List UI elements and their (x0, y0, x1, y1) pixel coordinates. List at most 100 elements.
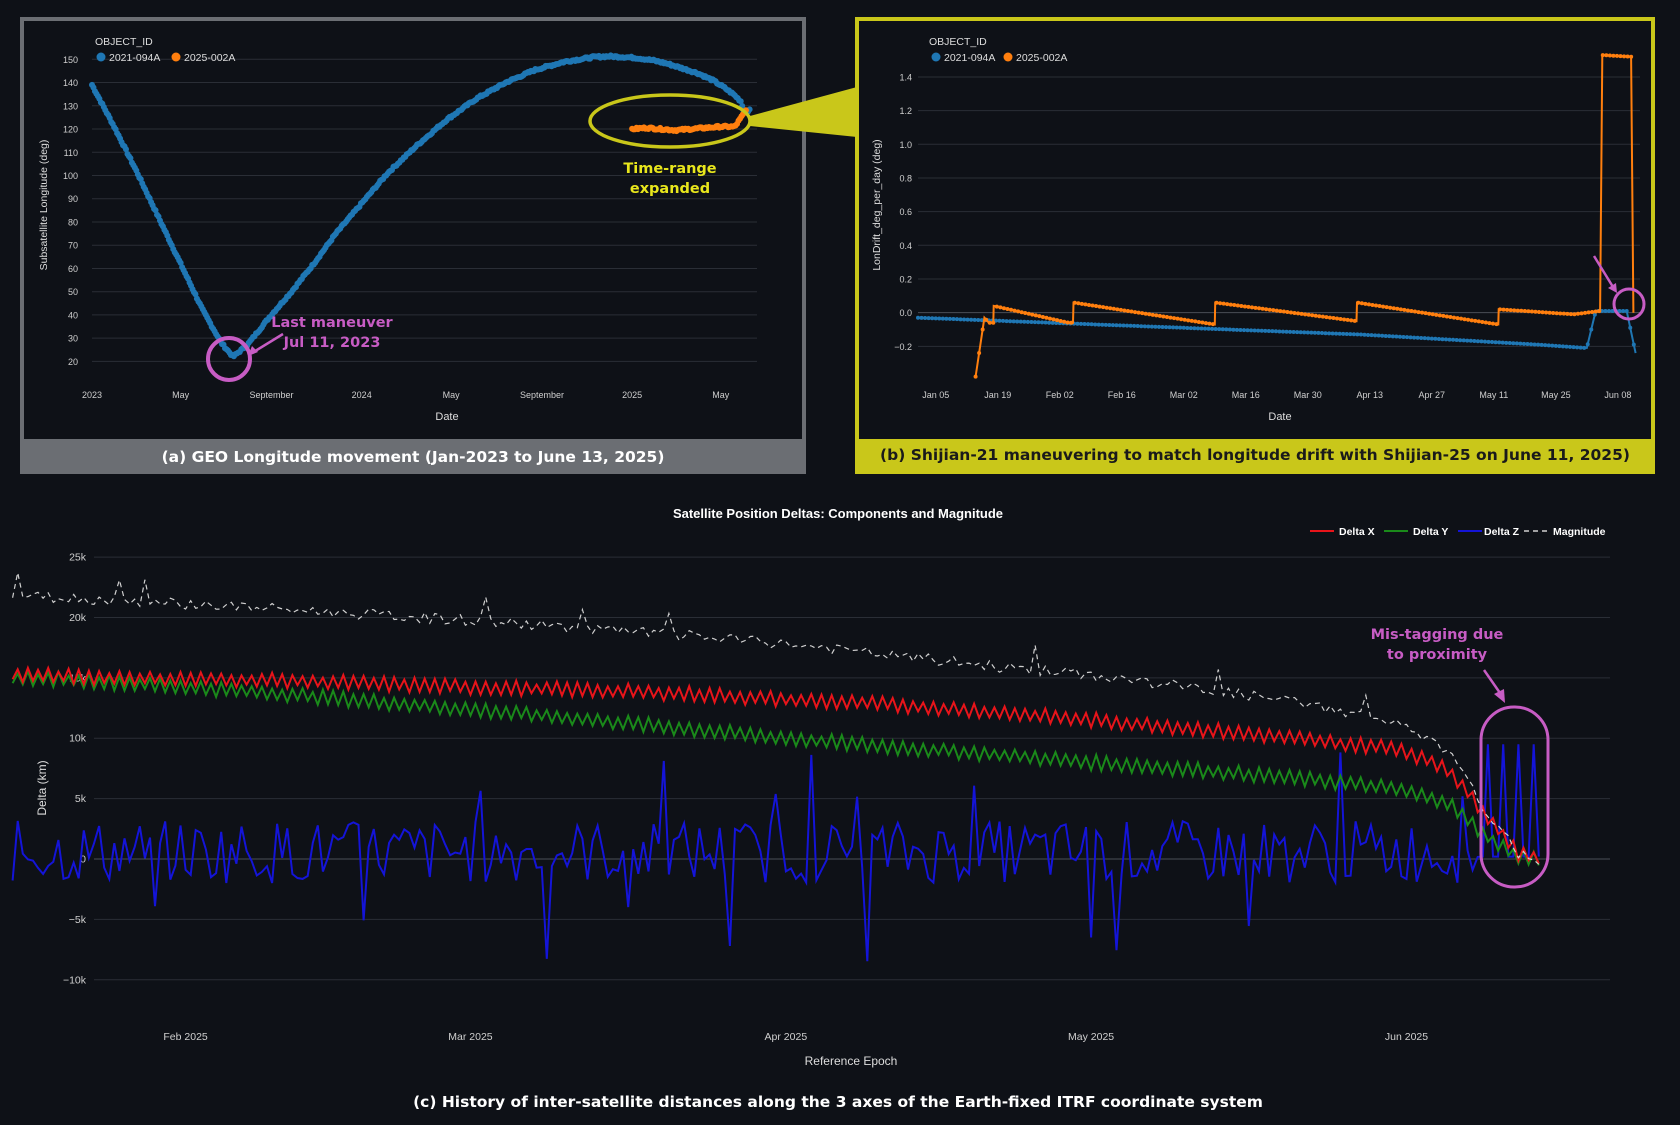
legend-label-x: Delta X (1339, 526, 1375, 538)
point-2025-002A (1384, 305, 1389, 310)
point-2025-002A (1157, 313, 1162, 318)
point-2025-002A (1242, 304, 1247, 309)
point-2025-002A (1335, 316, 1340, 321)
point-2021-094A (1366, 332, 1371, 337)
point-2025-002A (1377, 304, 1382, 309)
point-2025-002A (1324, 315, 1329, 320)
y-tick-label: 60 (68, 264, 78, 274)
point-2021-094A (1536, 342, 1541, 347)
point-2025-002A (991, 320, 996, 325)
point-2025-002A (1451, 315, 1456, 320)
point-2021-094A (1447, 337, 1452, 342)
point-2025-002A (1583, 310, 1588, 315)
point-2021-094A (1231, 327, 1236, 332)
point-2025-002A (1374, 303, 1379, 308)
point-2021-094A (1093, 322, 1098, 327)
y-tick-label: 100 (63, 171, 78, 181)
point-2021-094A (1433, 336, 1438, 341)
point-2025-002A (980, 327, 985, 332)
point-2025-002A (1306, 312, 1311, 317)
point-2021-094A (1273, 329, 1278, 334)
point-2025-002A (1448, 315, 1453, 320)
point-2025-002A (1586, 310, 1591, 315)
point-2025-002A (1274, 308, 1279, 313)
point-2021-094A (1178, 325, 1183, 330)
point-2021-094A (1553, 343, 1558, 348)
point-2021-094A (947, 316, 952, 321)
point-2021-094A (1128, 323, 1133, 328)
x-tick-label: September (520, 390, 564, 400)
point-2025-002A (1388, 305, 1393, 310)
point-2021-094A (930, 316, 935, 321)
point-2021-094A (1458, 338, 1463, 343)
point-2021-094A (1351, 332, 1356, 337)
point-2025-002A (1487, 321, 1492, 326)
panel-c: Satellite Position Deltas: Components an… (11, 506, 1610, 1111)
point-2021-094A (1511, 341, 1516, 346)
point-2021-094A (1461, 338, 1466, 343)
point-2021-094A (1288, 329, 1293, 334)
point-2025-002A (1179, 317, 1184, 322)
point-2025-002A (1405, 308, 1410, 313)
point-2021-094A (1415, 335, 1420, 340)
y-tick-label: 70 (68, 241, 78, 251)
point-2021-094A (1213, 327, 1218, 332)
point-2021-094A (1284, 329, 1289, 334)
y-tick-label: 30 (68, 334, 78, 344)
point-2025-002A (1437, 313, 1442, 318)
point-2021-094A (1436, 336, 1441, 341)
point-2025-002A (1232, 303, 1237, 308)
point-2025-002A (1214, 300, 1219, 305)
x-tick-label: 2024 (352, 390, 372, 400)
point-2021-094A (1089, 322, 1094, 327)
series-delta-x (11, 664, 1540, 864)
panel-a-legend-marker-s1 (96, 52, 106, 62)
point-2021-094A (127, 155, 134, 162)
panel-b-legend-s2: 2025-002A (1016, 52, 1067, 64)
y-tick-label: 0.4 (899, 241, 912, 251)
y-tick-label: 140 (63, 78, 78, 88)
point-2025-002A (1519, 308, 1524, 313)
panel-b-arrow (1592, 255, 1615, 288)
point-2025-002A (1115, 307, 1120, 312)
point-2021-094A (1440, 337, 1445, 342)
point-2025-002A (1455, 316, 1460, 321)
point-2025-002A (1359, 301, 1364, 306)
point-2021-094A (1401, 334, 1406, 339)
point-2021-094A (1397, 334, 1402, 339)
point-2021-094A (1252, 328, 1257, 333)
point-2021-094A (1298, 330, 1303, 335)
point-2025-002A (1342, 317, 1347, 322)
point-2021-094A (1497, 340, 1502, 345)
point-2025-002A (1033, 313, 1038, 318)
panel-b-legend-s1: 2021-094A (944, 52, 995, 64)
point-2025-002A (1444, 314, 1449, 319)
panel-a-legend-s2: 2025-002A (184, 52, 235, 64)
point-2021-094A (1529, 342, 1534, 347)
x-tick-label: Mar 2025 (448, 1031, 493, 1043)
point-2021-094A (1149, 324, 1154, 329)
point-2025-002A (1278, 309, 1283, 314)
point-2025-002A (1420, 310, 1425, 315)
point-2025-002A (1402, 307, 1407, 312)
point-2021-094A (962, 317, 967, 322)
point-2021-094A (1578, 345, 1583, 350)
point-2025-002A (1076, 301, 1081, 306)
point-2021-094A (1036, 320, 1041, 325)
point-2021-094A (1337, 331, 1342, 336)
point-2025-002A (1253, 305, 1258, 310)
point-2021-094A (737, 98, 744, 105)
point-2025-002A (1505, 307, 1510, 312)
point-2025-002A (1001, 306, 1006, 311)
point-2021-094A (1518, 341, 1523, 346)
point-2021-094A (1390, 334, 1395, 339)
y-tick-label: 120 (63, 125, 78, 135)
point-2025-002A (1140, 311, 1145, 316)
point-2025-002A (1164, 315, 1169, 320)
x-tick-label: Apr 2025 (765, 1031, 808, 1043)
point-2021-094A (1376, 333, 1381, 338)
x-tick-label: September (250, 390, 294, 400)
point-2021-094A (1025, 319, 1030, 324)
